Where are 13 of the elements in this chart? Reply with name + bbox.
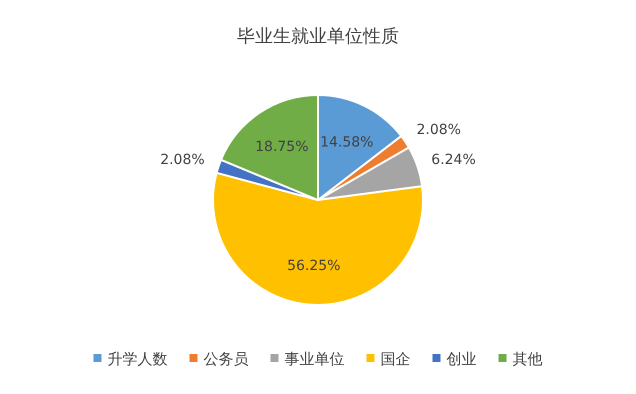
- data-label: 2.08%: [160, 152, 205, 168]
- data-label: 18.75%: [255, 138, 309, 155]
- legend-label: 其他: [512, 350, 542, 368]
- legend-label: 公务员: [204, 350, 248, 368]
- data-label: 6.24%: [431, 152, 476, 168]
- legend-label: 国企: [380, 350, 410, 368]
- data-label: 56.25%: [287, 258, 340, 274]
- legend-label: 事业单位: [284, 350, 344, 368]
- chart-title: 毕业生就业单位性质: [237, 26, 399, 47]
- data-label: 14.58%: [320, 134, 374, 151]
- data-label: 2.08%: [416, 122, 461, 138]
- legend-label: 创业: [446, 350, 476, 368]
- legend-label: 升学人数: [108, 350, 168, 368]
